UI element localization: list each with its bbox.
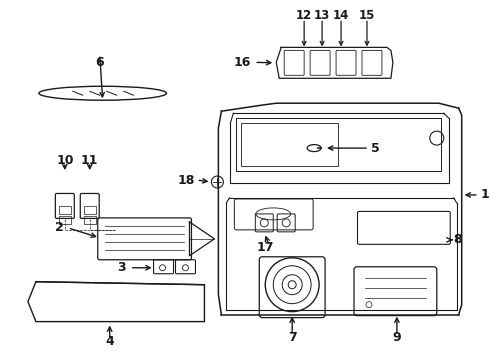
- Text: 17: 17: [256, 241, 274, 254]
- Text: 4: 4: [105, 335, 114, 348]
- Text: 6: 6: [96, 56, 104, 69]
- Text: 8: 8: [454, 233, 463, 246]
- Text: 11: 11: [81, 154, 98, 167]
- Text: 5: 5: [371, 141, 380, 154]
- Text: 18: 18: [177, 174, 195, 186]
- Text: 9: 9: [392, 331, 401, 344]
- Bar: [59, 216, 71, 224]
- Text: 2: 2: [55, 221, 64, 234]
- Bar: [236, 118, 441, 171]
- Text: 1: 1: [481, 188, 490, 202]
- Text: 16: 16: [234, 56, 251, 69]
- Text: 14: 14: [333, 9, 349, 22]
- Bar: [59, 206, 71, 214]
- Text: 3: 3: [117, 261, 125, 274]
- Text: 10: 10: [56, 154, 74, 167]
- Text: 7: 7: [288, 331, 296, 344]
- Text: 15: 15: [359, 9, 375, 22]
- Bar: [84, 216, 96, 224]
- Text: 12: 12: [296, 9, 312, 22]
- Bar: [84, 206, 96, 214]
- Text: 13: 13: [314, 9, 330, 22]
- Bar: [242, 123, 338, 166]
